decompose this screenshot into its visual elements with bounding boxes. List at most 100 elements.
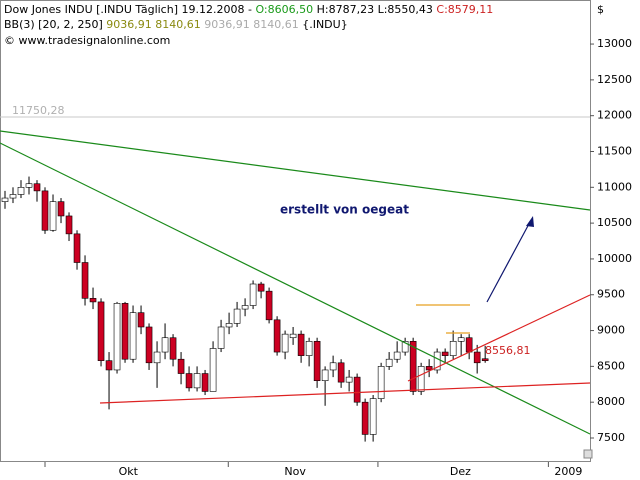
candle-body xyxy=(97,301,105,361)
candle-body xyxy=(57,201,65,217)
y-tick-label: 11000 xyxy=(597,180,632,193)
support-line xyxy=(407,294,591,382)
price-label: 8556,81 xyxy=(485,344,531,357)
x-tick-label: Nov xyxy=(284,465,306,478)
candle-body xyxy=(457,337,465,342)
plot-area xyxy=(0,0,591,462)
y-tick-label: 7500 xyxy=(597,431,625,444)
candle-body xyxy=(113,303,121,371)
candle-body xyxy=(73,233,81,263)
candle-body xyxy=(33,183,41,192)
author-note: erstellt von oegeat xyxy=(280,203,409,217)
candle-body xyxy=(257,283,265,292)
title: Dow Jones INDU [.INDU Täglich] xyxy=(4,3,178,16)
support-line xyxy=(99,382,591,404)
trend-line xyxy=(0,142,591,435)
candle-body xyxy=(153,351,161,364)
candle-body xyxy=(121,303,129,360)
candle-body xyxy=(337,362,345,383)
candle-body xyxy=(137,312,145,328)
indicator-previous: 9036,91 8140,61 xyxy=(204,18,298,31)
candle-body xyxy=(65,215,73,235)
candle-body xyxy=(417,366,425,392)
candle-body xyxy=(281,333,289,353)
candle-body xyxy=(297,333,305,356)
candle-body xyxy=(369,398,377,435)
candle-body xyxy=(313,341,321,382)
candle-body xyxy=(441,351,449,356)
candle-body xyxy=(249,283,257,306)
header-title: Dow Jones INDU [.INDU Täglich] 19.12.200… xyxy=(4,3,493,16)
y-tick-label: 10500 xyxy=(597,216,632,229)
candle-body xyxy=(321,369,329,382)
candle-body xyxy=(233,308,241,324)
candle-body xyxy=(473,351,481,364)
candle-body xyxy=(209,348,217,392)
indicator-name: BB(3) [20, 2, 250] xyxy=(4,18,103,31)
candle-body xyxy=(89,298,97,303)
y-tick-label: 10000 xyxy=(597,252,632,265)
candle-body xyxy=(217,326,225,349)
x-tick-label: Dez xyxy=(450,465,471,478)
indicator-lower: 8140,61 xyxy=(155,18,201,31)
candle-body xyxy=(265,290,273,321)
candle-body xyxy=(185,373,193,389)
high-label: H:8787,23 xyxy=(317,3,374,16)
candle-body xyxy=(201,373,209,392)
y-tick-label: 9000 xyxy=(597,324,625,337)
close-label: C:8579,11 xyxy=(436,3,493,16)
resize-icon xyxy=(583,449,593,459)
candle-body xyxy=(353,376,361,403)
y-tick-label: 13000 xyxy=(597,37,632,50)
candle-body xyxy=(17,187,25,195)
candle-body xyxy=(161,337,169,353)
level-label: 11750,28 xyxy=(12,104,65,117)
candle-body xyxy=(449,341,457,356)
x-tick-label: 2009 xyxy=(554,465,582,478)
candle-body xyxy=(25,183,33,188)
low-label: L:8550,43 xyxy=(378,3,433,16)
arrow-head xyxy=(526,216,534,227)
legend: Dow Jones INDU [.INDU Täglich] 19.12.200… xyxy=(4,3,493,47)
candle-body xyxy=(393,351,401,360)
candle-body xyxy=(193,373,201,389)
x-tick-label: Okt xyxy=(119,465,139,478)
y-tick-label: 9500 xyxy=(597,288,625,301)
candle-body xyxy=(289,333,297,339)
candle-body xyxy=(305,341,313,356)
candle-body xyxy=(169,337,177,360)
candle-body xyxy=(361,401,369,435)
plot xyxy=(1,176,489,442)
y-tick-label: 12500 xyxy=(597,73,632,86)
open-label: O:8606,50 xyxy=(255,3,313,16)
candle-body xyxy=(385,358,393,367)
candle-body xyxy=(241,305,249,310)
currency: $ xyxy=(597,3,604,16)
candle-body xyxy=(81,262,89,299)
y-tick-label: 8500 xyxy=(597,359,625,372)
candle-body xyxy=(329,362,337,371)
indicator-symbol: {.INDU} xyxy=(302,18,348,31)
trend-line xyxy=(0,130,591,211)
date: 19.12.2008 xyxy=(182,3,245,16)
candle-body xyxy=(177,358,185,374)
candle-body xyxy=(1,197,9,202)
candle-body xyxy=(145,326,153,364)
candle-body xyxy=(9,194,17,199)
candle-body xyxy=(225,323,233,328)
candle-body xyxy=(401,341,409,353)
candle-body xyxy=(49,201,57,231)
candle-body xyxy=(433,351,441,371)
candle-body xyxy=(409,341,417,392)
candle-body xyxy=(273,319,281,353)
indicator-upper: 9036,91 xyxy=(106,18,152,31)
y-tick-label: 11500 xyxy=(597,144,632,157)
y-tick-label: 12000 xyxy=(597,109,632,122)
candle-body xyxy=(465,337,473,353)
candle-body xyxy=(377,366,385,399)
candle-body xyxy=(481,358,489,362)
y-tick-label: 8000 xyxy=(597,395,625,408)
arrow xyxy=(486,221,531,303)
candle-body xyxy=(105,360,113,371)
